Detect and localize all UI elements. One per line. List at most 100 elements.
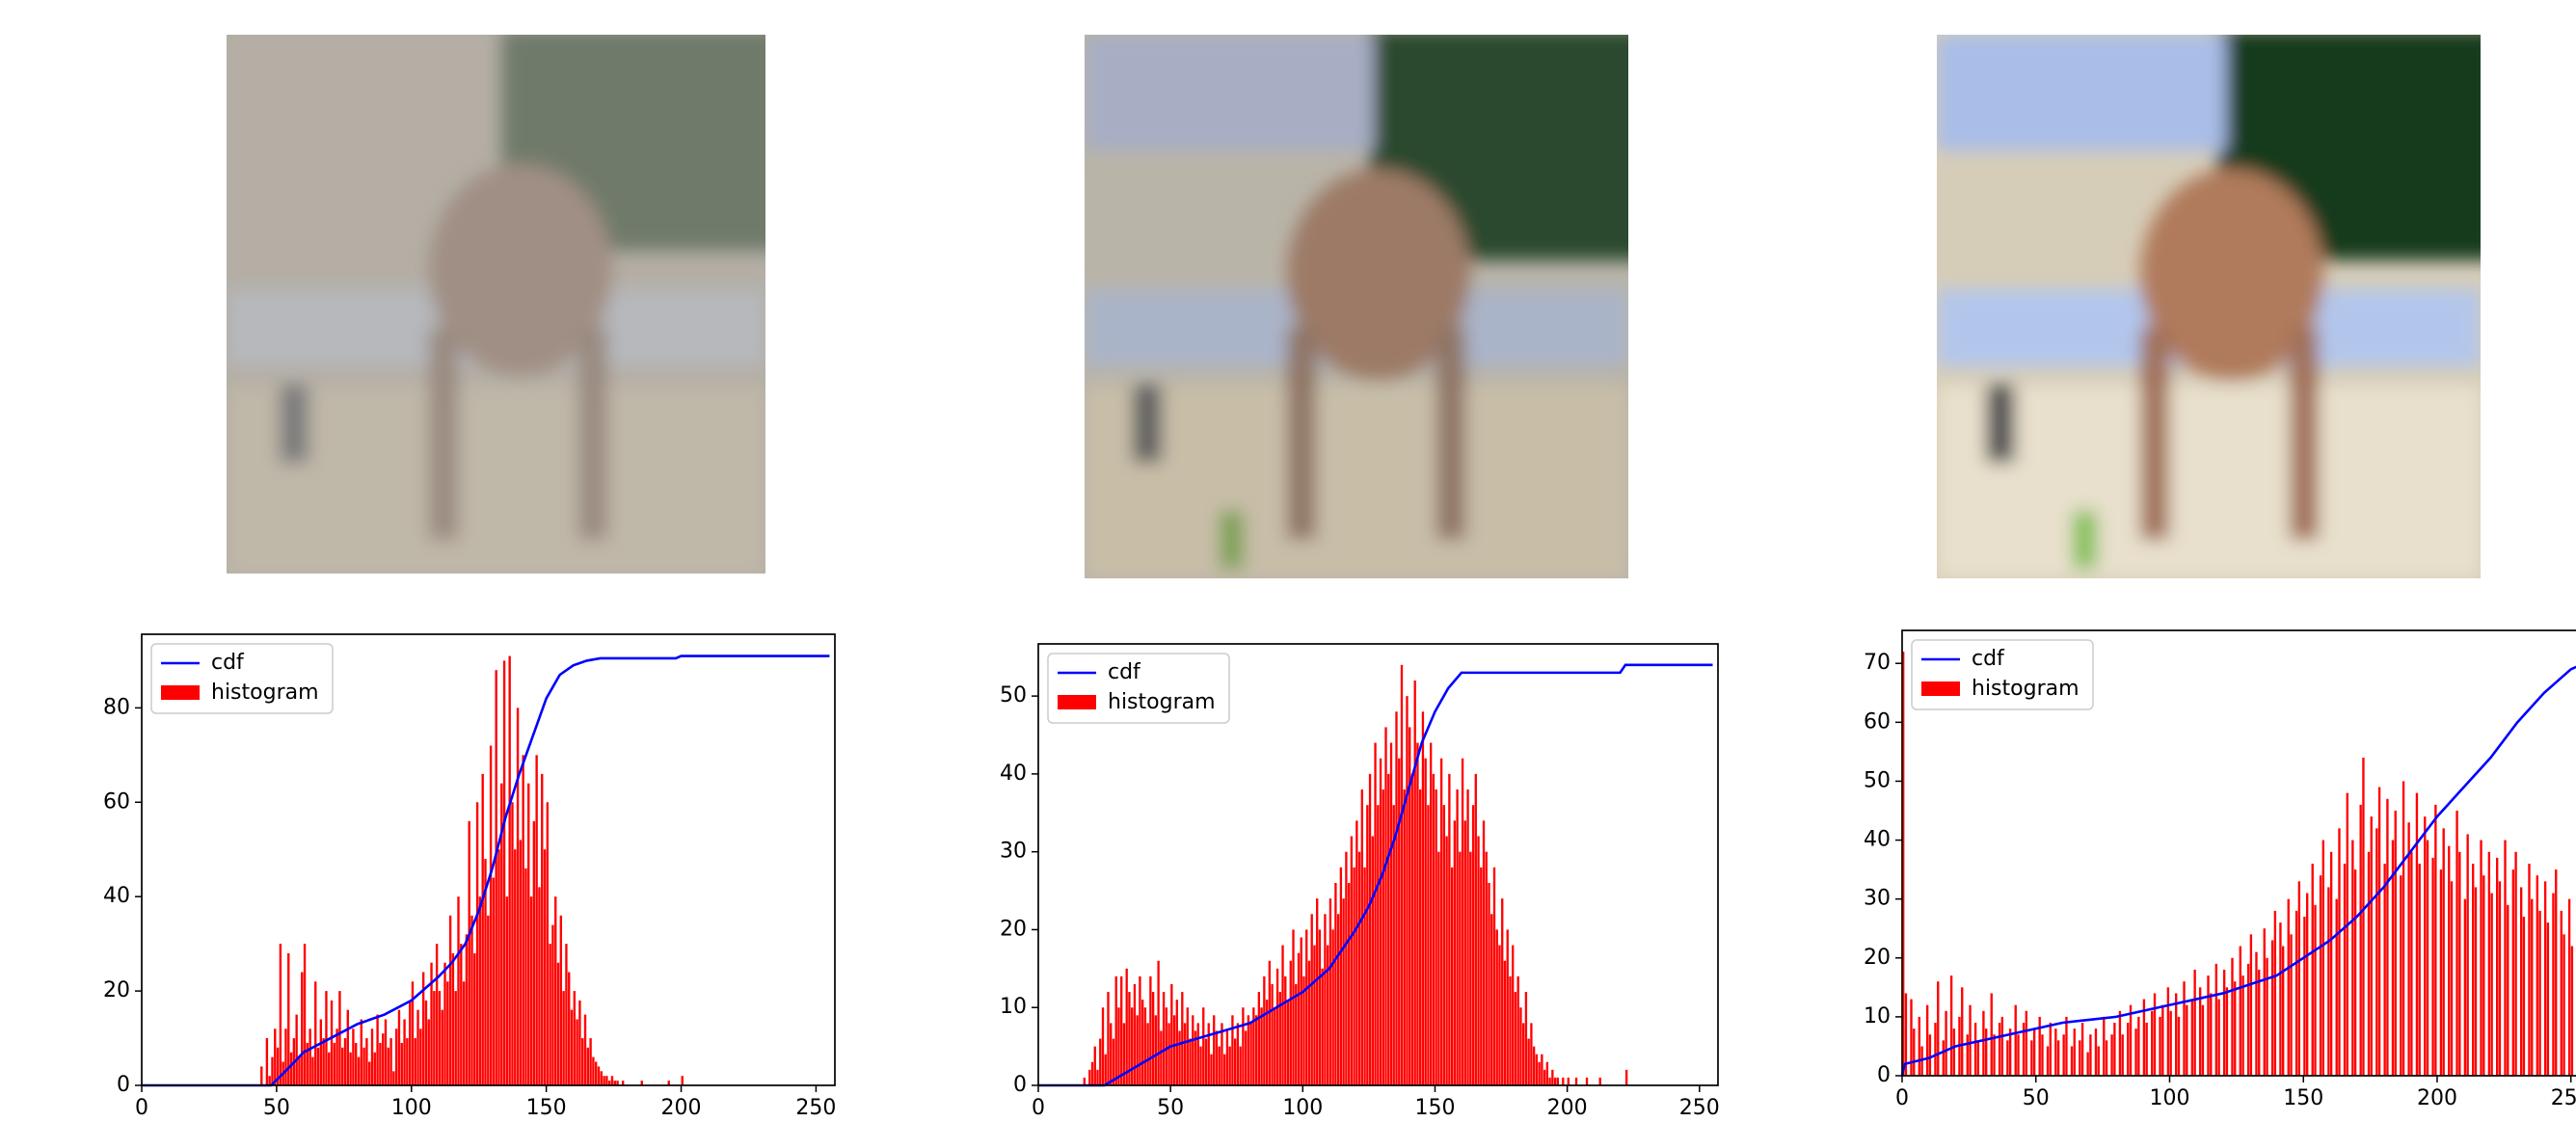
histogram-bar xyxy=(489,745,493,1085)
histogram-bar xyxy=(319,1019,323,1085)
histogram-bar xyxy=(2377,787,2381,1076)
histogram-bar xyxy=(1985,1028,1988,1076)
histogram-bar xyxy=(1937,981,1940,1076)
histogram-bar xyxy=(1302,975,1305,1085)
legend-swatch xyxy=(1921,681,1960,696)
x-tick-label: 0 xyxy=(135,1096,148,1120)
histogram-bar xyxy=(2370,816,2373,1076)
y-tick-label: 20 xyxy=(1864,946,1891,970)
histogram-bar xyxy=(1379,758,1382,1085)
histogram-bar xyxy=(2474,887,2478,1076)
histogram-bar xyxy=(473,952,476,1085)
histogram-bar xyxy=(1519,1007,1522,1085)
histogram-bar xyxy=(502,660,506,1085)
histogram-bar xyxy=(1342,898,1345,1085)
histogram-bar xyxy=(2507,904,2509,1076)
histogram-bar xyxy=(514,849,517,1085)
histogram-bar xyxy=(2552,893,2555,1076)
histogram-bar xyxy=(1477,836,1480,1085)
histogram-bar xyxy=(2094,1028,2098,1076)
histogram-bar xyxy=(362,1047,365,1085)
histogram-bar xyxy=(416,1009,419,1085)
histogram-bar xyxy=(1160,1030,1163,1085)
histogram-bar xyxy=(546,802,550,1085)
histogram-bar xyxy=(2110,1034,2113,1076)
histogram-bar xyxy=(1295,983,1298,1085)
histogram-bar xyxy=(314,981,317,1085)
histogram-bar xyxy=(1474,773,1477,1085)
histogram-bar xyxy=(1459,851,1462,1085)
histogram-bar xyxy=(1360,789,1364,1085)
histogram-bar xyxy=(1945,1010,1947,1076)
histogram-bar xyxy=(1189,1038,1192,1085)
histogram-bar xyxy=(357,1056,361,1085)
histogram-bar xyxy=(1154,1015,1158,1085)
histogram-bar xyxy=(2030,1040,2033,1076)
histogram-bar xyxy=(519,840,523,1085)
histogram-bar xyxy=(1093,1046,1096,1085)
histogram-bar xyxy=(376,1014,379,1085)
y-tick-label: 60 xyxy=(1864,709,1891,734)
histogram-bar xyxy=(1498,945,1501,1085)
histogram-bar xyxy=(605,1076,608,1085)
histogram-bar xyxy=(568,972,571,1085)
histogram-bar xyxy=(1345,851,1348,1085)
histogram-bar xyxy=(2351,840,2354,1076)
histogram-bar xyxy=(1456,789,1459,1085)
histogram-bar xyxy=(2504,840,2507,1076)
histogram-bar xyxy=(1492,867,1496,1085)
histogram-bar xyxy=(2434,804,2437,1076)
histogram-bar xyxy=(607,1081,611,1085)
histogram-bar xyxy=(1976,1040,1980,1076)
histogram-bar xyxy=(1516,975,1519,1085)
histogram-bar xyxy=(500,783,503,1085)
histogram-bar xyxy=(1998,1023,2001,1076)
histogram-bar xyxy=(2249,934,2253,1076)
histogram-bar xyxy=(2239,946,2241,1076)
histogram-bar xyxy=(328,1052,331,1085)
x-tick-label: 250 xyxy=(795,1096,836,1120)
histogram-bar xyxy=(1556,1077,1559,1085)
histogram-bar xyxy=(2383,864,2386,1076)
histogram-bar xyxy=(306,1042,309,1085)
histogram-bar xyxy=(387,1047,389,1085)
histogram-bar xyxy=(268,1076,271,1085)
histogram-bar xyxy=(1961,987,1964,1076)
histogram-bar xyxy=(1120,975,1123,1085)
histogram-bar xyxy=(1328,898,1332,1085)
histogram-bar xyxy=(1463,820,1466,1085)
histogram-bar xyxy=(330,1000,334,1085)
histogram-bar xyxy=(1112,1038,1115,1085)
histogram-bar xyxy=(2543,881,2547,1076)
histogram-bar xyxy=(1522,1023,1525,1085)
histogram-bar xyxy=(492,877,496,1085)
histogram-bar xyxy=(1353,867,1355,1085)
histogram-bar xyxy=(1327,945,1329,1085)
histogram-bar xyxy=(1535,1054,1539,1085)
histogram-bar xyxy=(573,991,577,1085)
histogram-bar xyxy=(2022,1023,2026,1076)
histogram-bar xyxy=(1435,789,1437,1085)
histogram-bar xyxy=(1469,851,1472,1085)
histogram-bar xyxy=(1427,805,1430,1085)
histogram-bar xyxy=(1480,867,1483,1085)
histogram-bar xyxy=(1485,851,1488,1085)
histogram-bar xyxy=(1136,1015,1139,1085)
histogram-bar xyxy=(570,1009,574,1085)
histogram-bar xyxy=(1545,1061,1549,1085)
histogram-bar xyxy=(478,896,482,1085)
histogram-bar xyxy=(2103,1016,2106,1076)
histogram-bar xyxy=(2463,898,2467,1076)
deer-image xyxy=(227,35,765,574)
y-tick-label: 80 xyxy=(103,695,130,719)
histogram-bar xyxy=(1400,664,1404,1085)
histogram-bar xyxy=(556,962,560,1085)
legend-label: histogram xyxy=(211,681,319,705)
histogram-bar xyxy=(2407,822,2410,1076)
histogram-bar xyxy=(522,755,524,1085)
histogram-bar xyxy=(2210,993,2213,1076)
histogram-bar xyxy=(2222,970,2226,1076)
histogram-bar xyxy=(355,1042,358,1085)
histogram-bar xyxy=(335,1028,338,1085)
histogram-bar xyxy=(600,1071,603,1085)
